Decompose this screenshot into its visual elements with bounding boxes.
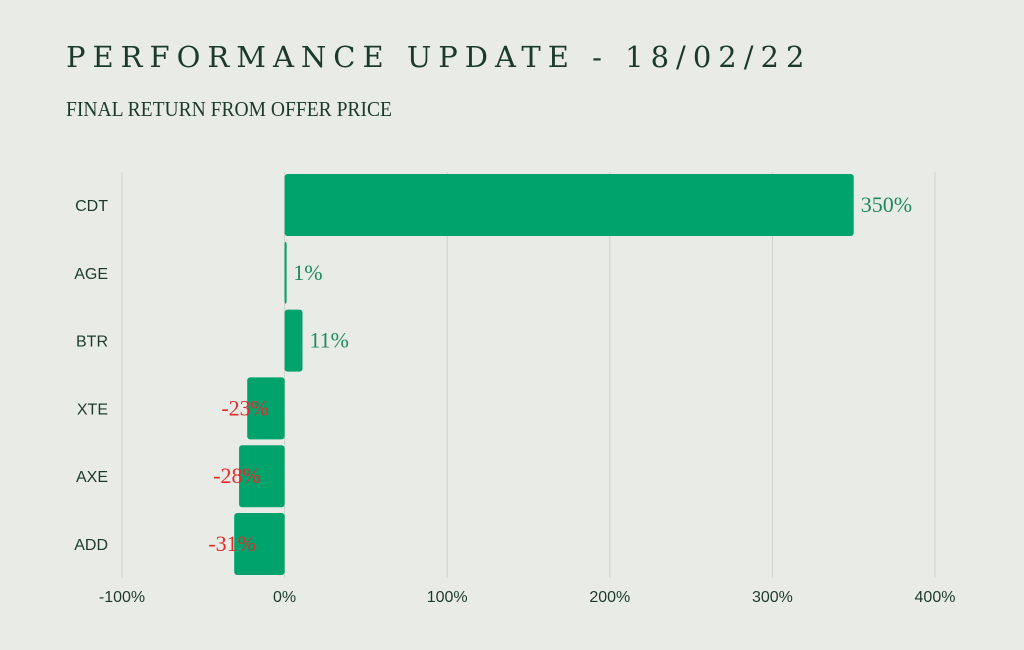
bar-btr (284, 309, 303, 372)
bars (234, 174, 854, 575)
x-tick-label: 200% (589, 589, 630, 606)
x-tick-label: -100% (99, 589, 145, 606)
x-tick-label: 300% (752, 589, 793, 606)
data-label: 350% (861, 192, 912, 217)
x-tick-label: 0% (273, 589, 296, 606)
bar-xte (247, 377, 285, 440)
bar-age (284, 241, 287, 304)
chart-subtitle: FINAL RETURN FROM OFFER PRICE (66, 97, 392, 121)
category-label: AXE (76, 469, 108, 486)
gridlines (121, 172, 936, 578)
data-label: -28% (213, 463, 261, 488)
bar-add (234, 513, 285, 575)
x-tick-label: 100% (427, 589, 468, 606)
data-label: 11% (309, 328, 349, 353)
chart-title: PERFORMANCE UPDATE - 18/02/22 (66, 40, 812, 74)
data-label: -31% (208, 531, 256, 556)
bar-cdt (284, 174, 854, 236)
data-label: 1% (293, 260, 322, 285)
bar-axe (239, 445, 285, 508)
x-tick-label: 400% (915, 589, 956, 606)
labels: -100% 0% 100% 200% 300% 400% CDT 350% AGE 1% BTR 11… (74, 192, 955, 606)
category-label: ADD (74, 537, 108, 554)
category-label: CDT (75, 198, 108, 215)
category-label: XTE (77, 401, 108, 418)
category-label: BTR (76, 334, 108, 351)
data-label: -23% (221, 395, 269, 420)
category-label: AGE (74, 266, 108, 283)
